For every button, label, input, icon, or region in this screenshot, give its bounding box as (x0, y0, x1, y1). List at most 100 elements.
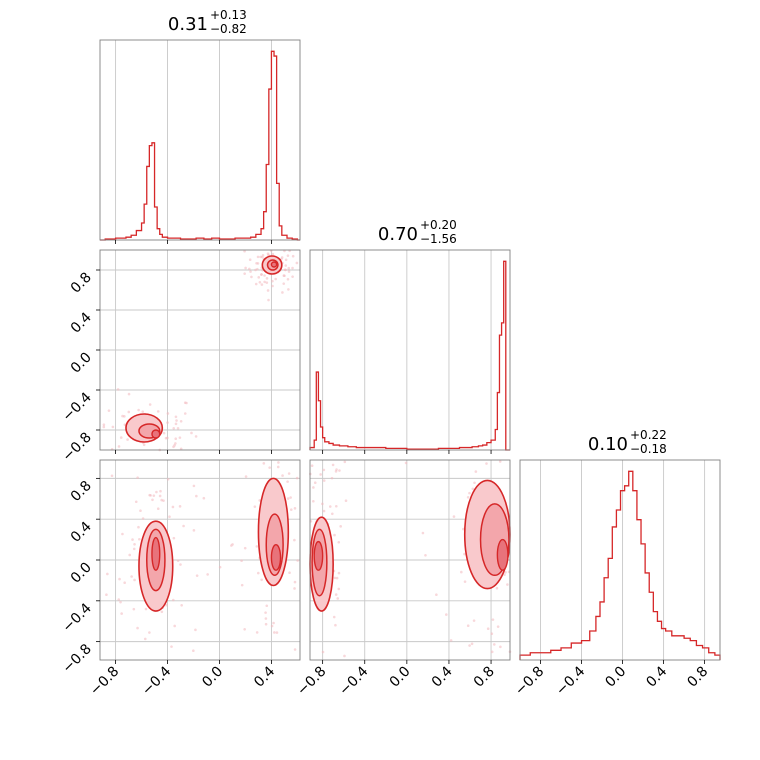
x-tick-label: −0.4 (553, 663, 588, 698)
scatter-point (291, 266, 294, 270)
scatter-point (156, 410, 160, 413)
scatter-point (271, 284, 274, 288)
scatter-point (284, 258, 288, 262)
scatter-point (466, 624, 470, 627)
scatter-point (202, 496, 206, 500)
scatter-point (274, 277, 277, 281)
scatter-point (334, 623, 337, 627)
scatter-point (452, 515, 456, 518)
scatter-point (275, 631, 279, 634)
scatter-point (468, 491, 471, 495)
scatter-point (449, 639, 453, 642)
scatter-point (490, 632, 494, 636)
scatter-point (270, 624, 274, 628)
scatter-point (273, 631, 276, 634)
scatter-point (168, 515, 171, 518)
scatter-point (260, 273, 263, 276)
title-upper-error: +0.20 (420, 218, 457, 232)
scatter-point (134, 500, 138, 504)
scatter-point (195, 494, 198, 498)
scatter-point (296, 559, 299, 562)
scatter-point (256, 571, 260, 575)
scatter-point (335, 576, 339, 580)
scatter-point (255, 631, 259, 634)
scatter-point (313, 481, 317, 485)
scatter-point (194, 628, 197, 632)
scatter-point (498, 460, 502, 463)
scatter-point (148, 493, 151, 497)
scatter-point (321, 502, 324, 506)
scatter-point (121, 414, 124, 418)
scatter-point (179, 447, 183, 451)
scatter-point (159, 489, 162, 493)
x-tick-label: −0.8 (512, 664, 547, 699)
scatter-point (293, 507, 297, 510)
scatter-point (321, 650, 325, 654)
scatter-point (264, 611, 267, 614)
scatter-point (421, 531, 425, 535)
title-lower-error: −1.56 (420, 232, 457, 246)
scatter-point (254, 282, 258, 286)
scatter-point (174, 422, 178, 426)
title-value: 0.70 (378, 224, 418, 245)
scatter-point (328, 505, 332, 508)
scatter-point (133, 542, 136, 546)
scatter-point (192, 484, 196, 488)
x-tick-label: 0.0 (387, 664, 414, 691)
scatter-point (445, 613, 448, 616)
scatter-point (178, 505, 182, 508)
scatter-point (138, 537, 141, 541)
title-upper-error: +0.22 (630, 428, 667, 442)
scatter-point (343, 654, 346, 658)
scatter-point (492, 643, 496, 646)
scatter-point (170, 645, 173, 648)
scatter-point (127, 392, 131, 396)
scatter-point (190, 431, 193, 435)
scatter-point (260, 283, 264, 286)
y-tick-label: 0.4 (68, 519, 95, 546)
scatter-point (249, 270, 252, 273)
scatter-point (102, 423, 106, 426)
scatter-point (293, 580, 297, 584)
scatter-point (262, 462, 266, 465)
scatter-point (496, 625, 500, 628)
scatter-point (265, 604, 269, 608)
scatter-point (322, 509, 326, 513)
scatter-point (248, 267, 251, 271)
y-tick-label: 0.0 (68, 350, 95, 377)
scatter-point (267, 298, 270, 302)
scatter-point (120, 612, 123, 615)
scatter-point (148, 631, 151, 634)
scatter-point (293, 538, 296, 542)
title-lower-error: −0.82 (210, 22, 247, 36)
scatter-point (141, 410, 145, 413)
scatter-point (240, 583, 244, 587)
scatter-point (466, 495, 470, 499)
scatter-point (130, 575, 133, 578)
scatter-point (272, 621, 275, 625)
x-tick-label: 0.4 (429, 663, 456, 690)
scatter-point (166, 421, 169, 424)
scatter-point (486, 627, 490, 631)
scatter-point (176, 559, 180, 562)
scatter-point (343, 460, 347, 464)
scatter-point (291, 275, 294, 278)
scatter-point (255, 545, 259, 548)
scatter-point (172, 445, 175, 449)
scatter-point (286, 254, 290, 257)
scatter-point (132, 607, 136, 611)
scatter-point (490, 650, 494, 654)
scatter-point (107, 409, 111, 412)
scatter-point (293, 648, 297, 651)
scatter-point (339, 525, 342, 528)
scatter-point (286, 497, 290, 500)
scatter-point (266, 252, 270, 255)
scatter-point (462, 527, 465, 531)
scatter-point (257, 276, 261, 279)
scatter-point (173, 624, 176, 628)
scatter-point (295, 476, 299, 480)
scatter-point (110, 474, 114, 478)
contour-level-3-region-2 (496, 538, 509, 571)
scatter-point (141, 517, 145, 520)
scatter-point (165, 603, 168, 607)
